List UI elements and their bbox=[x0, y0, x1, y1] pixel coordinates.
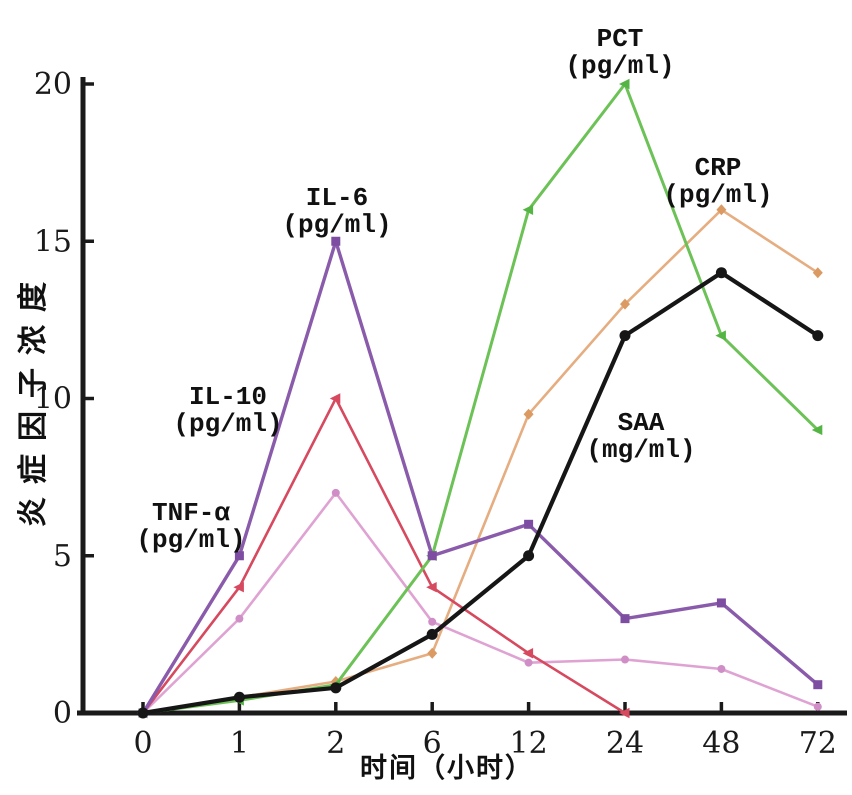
series-marker-IL-10 bbox=[619, 707, 630, 719]
series-marker-SAA bbox=[619, 330, 631, 342]
series-label-SAA: SAA bbox=[618, 408, 665, 438]
series-line-IL-10 bbox=[141, 397, 627, 715]
x-tick-label: 2 bbox=[326, 726, 345, 761]
x-tick-label: 12 bbox=[510, 726, 548, 761]
series-unit-CRP: (pg/ml) bbox=[663, 180, 772, 210]
series-marker-CRP bbox=[427, 647, 438, 659]
series-line-SAA bbox=[140, 270, 820, 716]
series-marker-SAA bbox=[715, 267, 727, 279]
series-label-CRP: CRP bbox=[695, 153, 742, 183]
series-marker-TNF-α bbox=[235, 614, 244, 623]
series-marker-CRP bbox=[523, 408, 534, 420]
x-tick-label: 48 bbox=[702, 726, 740, 761]
series-marker-IL-6 bbox=[234, 551, 244, 561]
series-unit-IL-6: (pg/ml) bbox=[282, 210, 391, 240]
series-marker-PCT bbox=[715, 330, 726, 341]
series-marker-PCT bbox=[811, 424, 823, 436]
series-marker-PCT bbox=[619, 78, 630, 90]
series-label-IL-6: IL-6 bbox=[306, 183, 368, 213]
series-marker-SAA bbox=[812, 330, 824, 342]
x-axis-title: 时间（小时） bbox=[360, 753, 534, 783]
y-tick-label: 10 bbox=[34, 382, 72, 417]
series-label-IL-10: IL-10 bbox=[189, 382, 267, 412]
series-line-IL-6 bbox=[141, 239, 820, 715]
x-tick-label: 0 bbox=[133, 726, 152, 761]
series-label-PCT: PCT bbox=[597, 24, 644, 54]
series-unit-PCT: (pg/ml) bbox=[565, 51, 674, 81]
series-marker-CRP bbox=[812, 267, 823, 279]
series-marker-CRP bbox=[716, 204, 727, 216]
series-marker-SAA bbox=[233, 691, 245, 703]
series-marker-IL-10 bbox=[522, 648, 534, 659]
series-marker-IL-10 bbox=[426, 582, 437, 593]
series-line-CRP bbox=[141, 208, 820, 715]
series-marker-IL-6 bbox=[620, 614, 630, 624]
x-tick-label: 6 bbox=[423, 726, 442, 761]
series-line-TNF-α bbox=[141, 491, 820, 715]
series-marker-SAA bbox=[330, 682, 342, 694]
series-marker-SAA bbox=[523, 550, 535, 562]
series-marker-IL-6 bbox=[331, 236, 341, 246]
y-tick-label: 0 bbox=[53, 696, 72, 731]
series-unit-SAA: (mg/ml) bbox=[586, 435, 695, 465]
series-marker-TNF-α bbox=[621, 655, 629, 664]
series-marker-TNF-α bbox=[524, 658, 533, 667]
series-marker-IL-6 bbox=[716, 598, 726, 608]
series-marker-IL-6 bbox=[813, 680, 823, 690]
series-marker-TNF-α bbox=[717, 664, 726, 673]
series-marker-SAA bbox=[137, 707, 149, 719]
y-tick-label: 20 bbox=[34, 67, 72, 102]
series-marker-IL-6 bbox=[427, 551, 437, 561]
series-marker-SAA bbox=[426, 628, 438, 640]
y-tick-label: 15 bbox=[34, 224, 72, 259]
y-tick-label: 5 bbox=[53, 539, 72, 574]
series-marker-CRP bbox=[620, 298, 630, 310]
y-axis-title: 炎症因子浓度 bbox=[17, 269, 50, 527]
series-marker-TNF-α bbox=[331, 488, 340, 497]
series-label-TNF-α: TNF-α bbox=[152, 498, 230, 528]
series-marker-IL-10 bbox=[329, 393, 341, 404]
series-marker-TNF-α bbox=[813, 702, 822, 711]
x-tick-label: 1 bbox=[230, 726, 249, 761]
x-tick-label: 72 bbox=[799, 726, 837, 761]
x-tick-label: 24 bbox=[606, 726, 644, 761]
series-marker-TNF-α bbox=[428, 617, 437, 626]
series-marker-IL-6 bbox=[524, 519, 534, 529]
series-unit-TNF-α: (pg/ml) bbox=[136, 525, 245, 555]
series-marker-PCT bbox=[522, 204, 534, 215]
series-marker-IL-10 bbox=[233, 582, 244, 593]
series-unit-IL-10: (pg/ml) bbox=[173, 409, 282, 439]
